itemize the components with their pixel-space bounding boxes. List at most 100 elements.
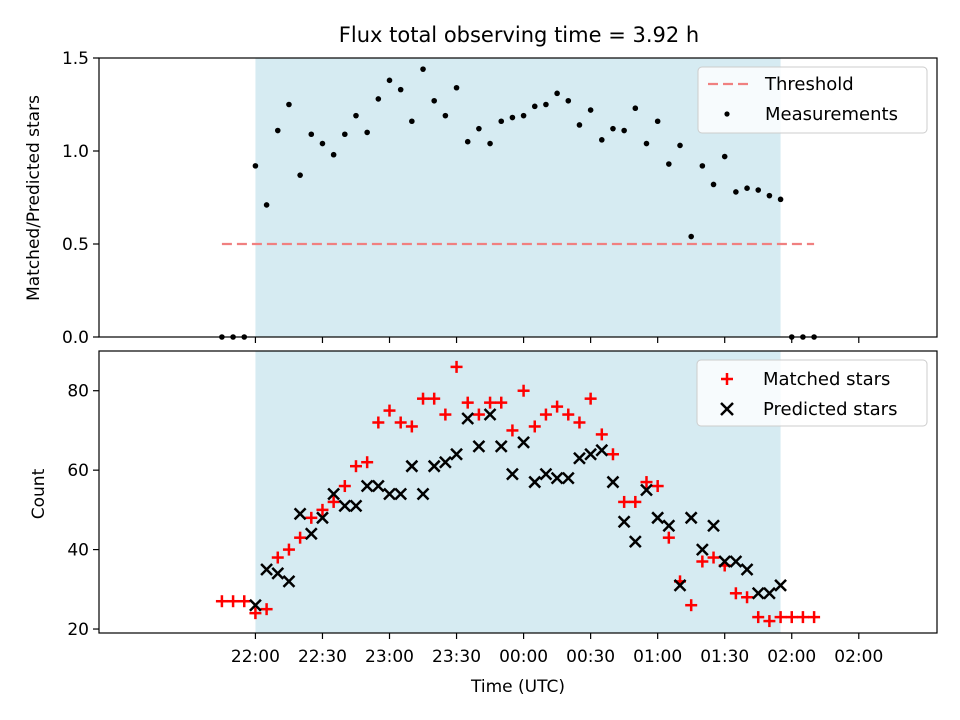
matched-stars-point [238, 595, 251, 608]
matched-stars-point [785, 611, 798, 624]
predicted-stars-point [371, 479, 385, 493]
measurement-point [587, 107, 594, 113]
y-tick-label: 40 [67, 541, 89, 561]
measurement-point [654, 118, 661, 125]
matched-stars-point [584, 392, 597, 405]
measurement-point [733, 189, 739, 195]
measurement-point [297, 172, 303, 178]
predicted-stars-point [528, 475, 542, 489]
x-tick-label: 00:00 [499, 647, 548, 667]
matched-stars-point [305, 511, 318, 524]
count-legend-box [696, 359, 928, 427]
count-observing-window [255, 351, 781, 633]
predicted-stars-point [763, 586, 776, 600]
matched-stars-point [651, 480, 664, 493]
ratio-y-axis-label: Matched/Predicted stars [24, 95, 44, 301]
matched-stars-point [215, 595, 228, 608]
measurements-legend-swatch [724, 111, 730, 117]
matched-stars-point [774, 611, 787, 624]
measurement-point [386, 77, 393, 84]
measurement-point [755, 187, 762, 193]
predicted-stars-point [293, 507, 307, 521]
predicted-stars-point [349, 499, 363, 513]
matched-stars-point [562, 408, 575, 421]
matched-stars-point [294, 531, 307, 544]
matched-stars-point [640, 476, 653, 489]
predicted-stars-point [550, 471, 564, 485]
predicted-stars-point [383, 487, 396, 501]
chart-title: Flux total observing time = 3.92 h [339, 23, 699, 47]
matched-stars-point [796, 611, 809, 624]
count-y-ticks: 20 40 60 80 [67, 382, 99, 640]
measurement-point [599, 137, 605, 143]
predicted-stars-point [628, 535, 642, 549]
predicted-stars-point [327, 487, 341, 501]
predicted-stars-point [729, 555, 743, 568]
measurement-point [643, 140, 650, 147]
predicted-stars-point [517, 435, 530, 449]
predicted-stars-point [695, 543, 709, 556]
predicted-stars-point [584, 447, 598, 461]
matched-stars-point [763, 615, 776, 628]
measurement-point [677, 142, 683, 149]
measurement-point [442, 112, 449, 119]
measurement-point [520, 112, 527, 119]
y-tick-label: 0.0 [62, 328, 89, 348]
predicted-stars-point [472, 439, 486, 453]
matched-stars-point [729, 587, 742, 600]
x-tick-label: 02:00 [834, 647, 883, 667]
measurement-point [263, 202, 270, 208]
matched-stars-point [685, 599, 698, 612]
predicted-stars-point [260, 563, 273, 576]
y-tick-label: 1.5 [62, 49, 89, 69]
predicted-stars-point [360, 479, 374, 493]
threshold-legend-label: Threshold [764, 74, 854, 95]
matched-stars-point [606, 448, 619, 461]
predicted-stars-point [450, 447, 463, 461]
matched-stars-point [260, 603, 273, 616]
measurement-point [364, 129, 370, 136]
measurement-point [666, 161, 672, 167]
predicted-stars-point [662, 519, 676, 533]
matched-stars-point [450, 360, 463, 373]
measurement-point [308, 131, 315, 138]
measurement-point [286, 101, 292, 108]
matched-stars-point [528, 420, 541, 433]
predicted-stars-point [249, 598, 262, 612]
matched-stars-point [428, 392, 441, 405]
predicted-stars-point [573, 451, 586, 465]
predicted-stars-point [282, 574, 296, 588]
predicted-stars-point [316, 511, 329, 525]
matched-stars-point [383, 404, 396, 417]
x-tick-label: 01:00 [633, 647, 682, 667]
matched-stars-point [282, 543, 295, 556]
measurement-point [330, 151, 337, 158]
measurement-point [699, 163, 706, 169]
measurement-point [420, 66, 426, 72]
count-x-ticks: 22:00 22:30 23:00 23:30 00:00 00:30 01:00 01:30… [231, 633, 883, 667]
x-axis-label: Time (UTC) [470, 677, 565, 697]
matched-stars-point [439, 408, 452, 421]
x-tick-label: 01:30 [700, 647, 749, 667]
measurement-point [487, 140, 493, 147]
matched-stars-point [808, 611, 821, 624]
predicted-stars-point [304, 527, 318, 541]
matched-stars-point [316, 503, 329, 516]
matched-stars-point [394, 416, 407, 429]
predicted-stars-point [651, 511, 665, 525]
matched-stars-point [484, 396, 497, 409]
measurement-point [274, 127, 281, 134]
matched-stars-point [662, 531, 675, 544]
matched-stars-point [372, 416, 385, 429]
measurement-point [342, 131, 348, 138]
measurement-point [476, 125, 482, 132]
measurement-point [710, 181, 717, 188]
measurement-point [498, 118, 505, 125]
matched-stars-point [573, 416, 586, 429]
matched-stars-point [618, 495, 631, 508]
matched-stars-point [707, 551, 720, 564]
measurement-point [610, 125, 616, 132]
matched-stars-point [227, 595, 240, 608]
matched-stars-point [461, 396, 474, 409]
